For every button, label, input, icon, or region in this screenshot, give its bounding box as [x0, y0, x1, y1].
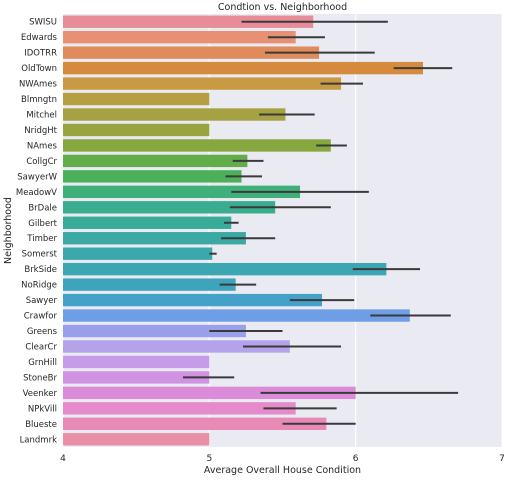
bar-nwames: [63, 77, 342, 90]
x-axis-label: Average Overall House Condition: [204, 465, 361, 476]
y-tick-label: CollgCr: [26, 157, 57, 167]
bar-mitchel: [63, 108, 286, 121]
bar-noridge: [63, 278, 236, 291]
y-tick-label: GrnHill: [28, 358, 57, 368]
y-tick-labels: SWISU Edwards IDOTRR OldTown NWAmes Blmngtn Mi…: [16, 18, 58, 446]
y-tick-label: BrkSide: [24, 265, 57, 275]
bar-somerst: [63, 247, 213, 260]
bar-stonebr: [63, 371, 210, 384]
bar-blmngtn: [63, 92, 210, 106]
bar-idotrr: [63, 46, 320, 59]
y-tick-label: Blueste: [25, 420, 57, 430]
bar-gilbert: [63, 216, 232, 229]
y-tick-label: NAmes: [27, 141, 58, 151]
y-tick-label: Mitchel: [26, 111, 57, 121]
error-bars: [182, 20, 459, 425]
bar-greens: [63, 324, 246, 338]
bar-oldtown: [63, 61, 423, 75]
y-tick-label: Gilbert: [28, 219, 57, 229]
y-tick-label: StoneBr: [23, 373, 57, 383]
y-tick-label: MeadowV: [16, 188, 57, 198]
bar-meadowv: [63, 185, 301, 199]
bar-landmrk: [63, 433, 210, 446]
y-tick-label: Edwards: [21, 33, 58, 43]
y-tick-label: NridgHt: [24, 126, 57, 136]
y-axis-label: Neighborhood: [3, 197, 14, 264]
y-tick-label: Sawyer: [26, 296, 58, 306]
y-tick-label: ClearCr: [25, 342, 57, 352]
bar-sawyer: [63, 293, 323, 307]
y-tick-label: Timber: [26, 234, 57, 244]
y-tick-label: OldTown: [21, 64, 57, 74]
y-tick-label: Crawfor: [24, 312, 58, 322]
chart-title: Condtion vs. Neighborhood: [218, 2, 347, 13]
y-tick-label: SWISU: [29, 18, 57, 28]
y-tick-label: SawyerW: [17, 172, 57, 182]
bar-edwards: [63, 31, 296, 44]
bar-crawfor: [63, 309, 410, 322]
bar-swisu: [63, 15, 314, 28]
y-tick-label: Greens: [27, 327, 58, 337]
bar-names: [63, 139, 331, 152]
bar-brkside: [63, 262, 387, 276]
y-tick-label: NPkVill: [28, 404, 57, 414]
bar-sawyerw: [63, 170, 242, 183]
bar-grnhill: [63, 355, 210, 369]
y-tick-label: Blmngtn: [21, 95, 57, 105]
y-tick-label: Somerst: [22, 250, 58, 260]
x-tick-label: 6: [353, 454, 359, 464]
y-tick-label: NWAmes: [19, 80, 58, 90]
x-tick-label: 5: [206, 454, 212, 464]
bar-blueste: [63, 417, 327, 430]
y-tick-label: NoRidge: [21, 281, 57, 291]
bar-collgcr: [63, 154, 248, 168]
bar-npkvill: [63, 402, 296, 415]
bar-clearcr: [63, 340, 290, 353]
bar-timber: [63, 232, 246, 245]
bar-nridght: [63, 123, 210, 137]
y-tick-label: BrDale: [28, 203, 57, 213]
y-tick-label: Veenker: [23, 389, 58, 399]
y-tick-label: Landmrk: [20, 435, 58, 445]
bar-veenker: [63, 386, 356, 400]
bar-brdale: [63, 201, 276, 214]
y-tick-label: IDOTRR: [24, 49, 57, 59]
x-tick-label: 4: [60, 454, 66, 464]
x-tick-labels: 4 5 6 7: [60, 454, 505, 464]
x-tick-label: 7: [499, 454, 505, 464]
bars: [63, 15, 423, 446]
